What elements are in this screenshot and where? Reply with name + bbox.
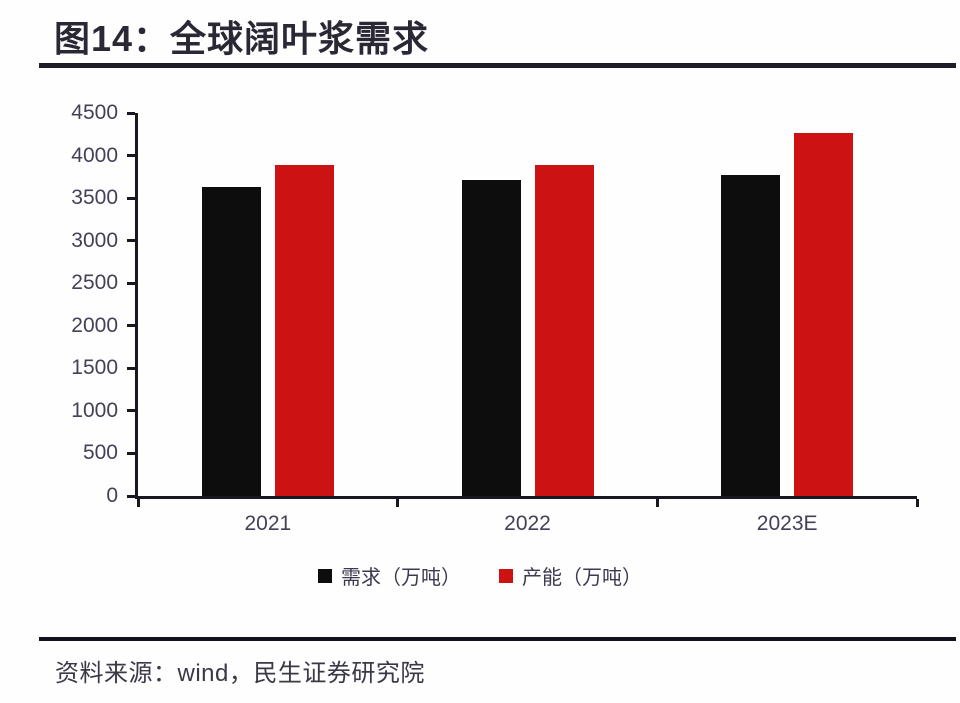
y-axis-tick bbox=[127, 451, 135, 455]
y-axis-tick bbox=[127, 366, 135, 370]
x-axis-tick-label: 2023E bbox=[756, 512, 818, 535]
footer-divider bbox=[39, 637, 956, 641]
source-attribution: 资料来源：wind，民生证券研究院 bbox=[55, 660, 425, 687]
y-axis-tick bbox=[127, 409, 135, 413]
y-axis-tick bbox=[127, 324, 135, 328]
y-axis-tick bbox=[127, 196, 135, 200]
x-axis-tick bbox=[655, 499, 659, 507]
chart-legend: 需求（万吨） 产能（万吨） bbox=[0, 561, 960, 590]
title-underline bbox=[39, 63, 956, 68]
y-axis-tick-label: 0 bbox=[106, 484, 118, 507]
y-axis-line bbox=[135, 113, 138, 499]
y-axis-tick-label: 3500 bbox=[71, 186, 118, 210]
bar-capacity-2023E bbox=[794, 132, 854, 496]
x-axis-line bbox=[135, 496, 917, 499]
y-axis-tick-label: 1000 bbox=[71, 398, 118, 422]
y-axis-tick-label: 4500 bbox=[71, 101, 118, 124]
legend-swatch-capacity bbox=[499, 568, 513, 583]
x-axis-tick bbox=[915, 499, 919, 507]
plot-area: 0 500 1000 1500 2000 2500 3000 3500 4000 4500 2021… bbox=[71, 101, 919, 535]
y-axis-tick-label: 2500 bbox=[71, 271, 118, 295]
y-axis-tick-label: 4000 bbox=[71, 143, 118, 167]
figure-title: 图14：全球阔叶浆需求 bbox=[54, 18, 430, 59]
legend-label-capacity: 产能（万吨） bbox=[522, 567, 642, 589]
y-axis-tick-label: 3000 bbox=[71, 228, 118, 252]
y-axis-tick bbox=[127, 239, 135, 243]
x-axis-tick bbox=[396, 499, 400, 507]
y-axis-tick-label: 2000 bbox=[71, 313, 118, 337]
legend-label-demand: 需求（万吨） bbox=[341, 567, 461, 589]
y-axis-tick-label: 500 bbox=[82, 441, 118, 465]
bar-capacity-2022 bbox=[534, 164, 594, 496]
legend-swatch-demand bbox=[318, 568, 332, 583]
y-axis-tick bbox=[127, 494, 135, 498]
legend-item: 产能（万吨） bbox=[499, 561, 642, 590]
legend-item: 需求（万吨） bbox=[318, 561, 461, 590]
bar-demand-2022 bbox=[461, 180, 521, 496]
y-axis-tick bbox=[127, 281, 135, 285]
y-axis-tick bbox=[127, 154, 135, 158]
x-axis-tick bbox=[136, 499, 140, 507]
bar-demand-2023E bbox=[721, 175, 781, 496]
x-axis-tick-label: 2022 bbox=[504, 512, 551, 535]
bar-capacity-2021 bbox=[274, 164, 334, 496]
y-axis-tick-label: 1500 bbox=[71, 356, 118, 380]
y-axis-tick bbox=[127, 111, 135, 115]
x-axis-tick-label: 2021 bbox=[244, 512, 292, 535]
bar-demand-2021 bbox=[201, 187, 261, 496]
